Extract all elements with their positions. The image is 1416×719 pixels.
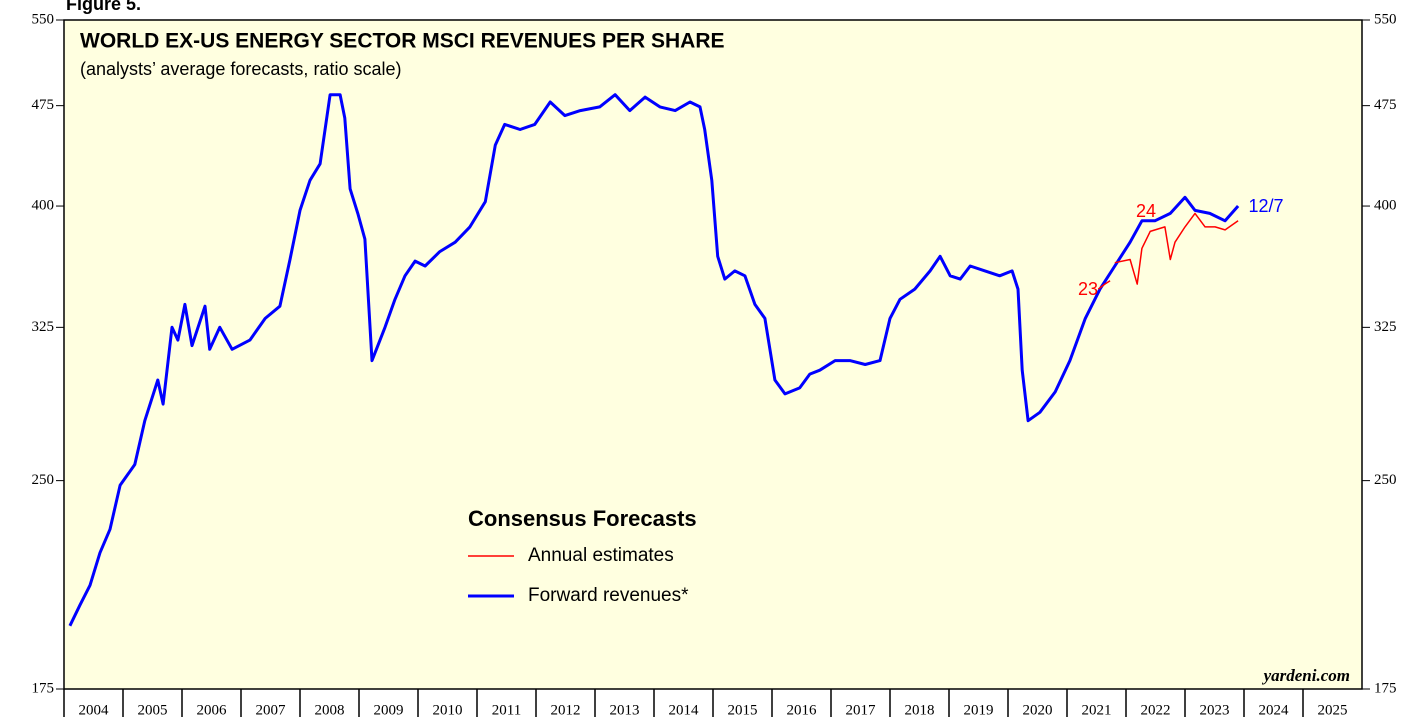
annotation: 12/7: [1248, 196, 1283, 216]
x-tick-label: 2018: [905, 702, 935, 718]
x-tick-label: 2008: [315, 702, 345, 718]
y-tick-label: 475: [32, 97, 55, 113]
figure-label: Figure 5.: [66, 0, 141, 14]
x-tick-label: 2019: [964, 702, 994, 718]
y-tick-label-right: 475: [1374, 97, 1397, 113]
y-tick-label: 250: [32, 472, 55, 488]
x-tick-label: 2024: [1259, 702, 1290, 718]
legend-label: Annual estimates: [528, 545, 674, 566]
annotation: 23: [1078, 279, 1098, 299]
x-tick-label: 2017: [846, 702, 877, 718]
y-tick-label: 325: [32, 319, 55, 335]
y-tick-label-right: 400: [1374, 197, 1397, 213]
chart-title: WORLD EX-US ENERGY SECTOR MSCI REVENUES …: [80, 30, 725, 53]
x-tick-label: 2009: [374, 702, 404, 718]
x-tick-label: 2011: [492, 702, 521, 718]
x-tick-label: 2013: [610, 702, 640, 718]
legend-label: Forward revenues*: [528, 585, 689, 606]
x-tick-label: 2020: [1023, 702, 1053, 718]
x-tick-label: 2010: [433, 702, 463, 718]
x-tick-label: 2015: [728, 702, 758, 718]
x-tick-label: 2021: [1082, 702, 1112, 718]
data-line: [1097, 212, 1239, 290]
y-tick-label: 175: [32, 680, 55, 696]
chart-subtitle: (analysts’ average forecasts, ratio scal…: [80, 59, 401, 79]
source: yardeni.com: [1262, 666, 1350, 685]
x-tick-label: 2014: [669, 702, 700, 718]
x-tick-label: 2016: [787, 702, 818, 718]
data-line: [68, 93, 1240, 627]
x-tick-label: 2006: [197, 702, 228, 718]
x-tick-label: 2025: [1318, 702, 1348, 718]
legend-title: Consensus Forecasts: [468, 506, 697, 531]
x-tick-label: 2022: [1141, 702, 1171, 718]
y-tick-label-right: 325: [1374, 319, 1397, 335]
plot-area: [63, 19, 1363, 690]
y-tick-label: 400: [32, 197, 55, 213]
x-tick-label: 2012: [551, 702, 581, 718]
x-tick-label: 2004: [79, 702, 110, 718]
y-tick-label-right: 175: [1374, 680, 1397, 696]
y-tick-label-right: 550: [1374, 11, 1397, 27]
x-tick-label: 2023: [1200, 702, 1230, 718]
y-tick-label: 550: [32, 11, 55, 27]
y-tick-label-right: 250: [1374, 472, 1397, 488]
x-tick-label: 2007: [256, 702, 287, 718]
x-tick-label: 2005: [138, 702, 168, 718]
annotation: 24: [1136, 201, 1156, 221]
